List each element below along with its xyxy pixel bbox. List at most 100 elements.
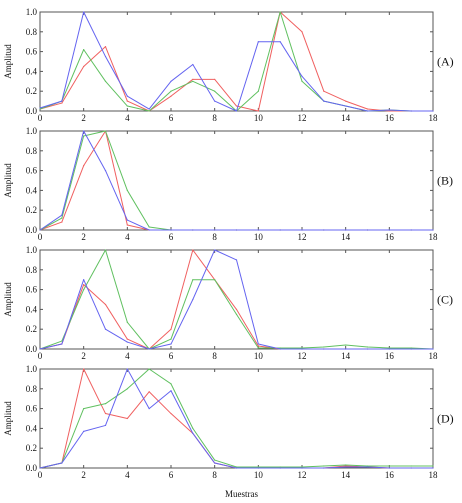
data-point-blue [104,55,107,58]
series-line-green [39,249,434,350]
data-point-green [279,11,281,13]
data-point-red [104,46,107,48]
y-tick-label: 0.6 [26,404,38,414]
data-point-blue [83,430,85,432]
series-line-red [39,368,433,469]
data-point-green [345,344,347,346]
data-point-blue [39,107,41,109]
data-point-green [126,189,128,191]
data-point-blue [214,462,216,464]
y-tick-label: 0.0 [26,463,38,473]
data-point-red [83,165,85,167]
data-point-red [192,249,194,251]
data-point-green [257,347,259,349]
data-point-blue [148,229,150,231]
x-tick-label: 6 [169,470,174,480]
x-tick-label: 12 [298,113,307,123]
data-point-blue [126,341,128,343]
data-point-blue [323,467,325,469]
data-point-blue [104,328,107,330]
x-tick-label: 2 [81,470,86,480]
data-point-green [83,289,85,291]
x-tick-label: 4 [125,351,130,361]
data-point-blue [148,408,150,410]
data-point-blue [235,259,238,261]
data-point-green [61,340,63,342]
x-tick-label: 2 [81,232,86,242]
series-line-blue [39,11,433,112]
data-point-blue [388,229,390,231]
x-axis-label: Muestras [225,489,258,499]
data-point-red [257,110,259,112]
x-tick-label: 18 [429,113,439,123]
data-point-green [366,465,369,467]
x-tick-label: 14 [341,113,351,123]
data-point-green [83,408,85,410]
data-point-blue [279,41,281,43]
data-point-red [366,108,369,110]
data-point-green [214,459,216,461]
data-point-red [83,284,85,286]
y-tick-label: 0.0 [26,106,38,116]
data-point-blue [257,467,259,469]
y-axis-label: Amplitud [3,44,13,79]
data-point-green [148,110,150,112]
data-point-green [104,403,107,405]
data-point-blue [104,424,107,427]
data-point-blue [192,432,194,434]
y-tick-label: 0.4 [26,66,38,76]
data-point-red [192,78,194,80]
data-point-red [83,368,85,370]
data-point-green [235,466,238,468]
data-point-green [126,105,128,107]
x-tick-label: 8 [212,351,217,361]
x-tick-label: 0 [38,470,43,480]
series-line-red [39,249,433,350]
data-point-green [301,80,303,82]
x-tick-label: 2 [81,113,86,123]
data-point-red [170,95,172,97]
data-point-red [126,338,128,340]
data-point-green [83,135,85,137]
x-tick-label: 16 [385,470,395,480]
data-point-blue [410,110,412,112]
data-point-blue [170,80,172,82]
data-point-red [235,105,238,107]
x-tick-label: 2 [81,351,86,361]
data-point-green [366,346,369,348]
data-point-red [126,224,128,226]
x-tick-label: 12 [298,470,307,480]
plot-frame [39,11,434,112]
data-point-green [410,347,412,349]
series-line-red [39,130,433,231]
data-point-blue [279,348,281,350]
data-point-blue [345,105,347,107]
y-tick-label: 0.2 [26,86,37,96]
data-point-blue [366,348,369,350]
data-point-green [83,49,85,51]
data-point-red [170,412,172,415]
x-tick-label: 0 [38,351,43,361]
data-point-blue [432,229,434,231]
panel-c: 0 2 4 6 8 10 12 14 16 18 0.0 0.2 0.4 0.6 0.8 1.0 Amplitu… [3,245,453,361]
x-tick-label: 8 [212,113,217,123]
data-point-green [126,388,128,390]
data-point-blue [235,110,238,112]
x-tick-label: 4 [125,232,130,242]
data-point-red [257,345,259,347]
y-axis-label: Amplitud [3,401,13,436]
x-tick-label: 6 [169,351,174,361]
data-point-blue [192,229,194,231]
data-point-green [345,464,347,466]
y-tick-label: 0.4 [26,423,38,433]
data-point-green [170,383,172,385]
data-point-green [148,368,150,370]
y-tick-label: 0.6 [26,47,38,57]
data-point-green [279,347,281,349]
data-point-red [104,412,107,415]
series-line-blue [39,249,433,350]
data-point-blue [170,229,172,231]
data-point-blue [388,109,390,111]
series-line-green [39,130,433,231]
data-point-red [214,78,216,80]
